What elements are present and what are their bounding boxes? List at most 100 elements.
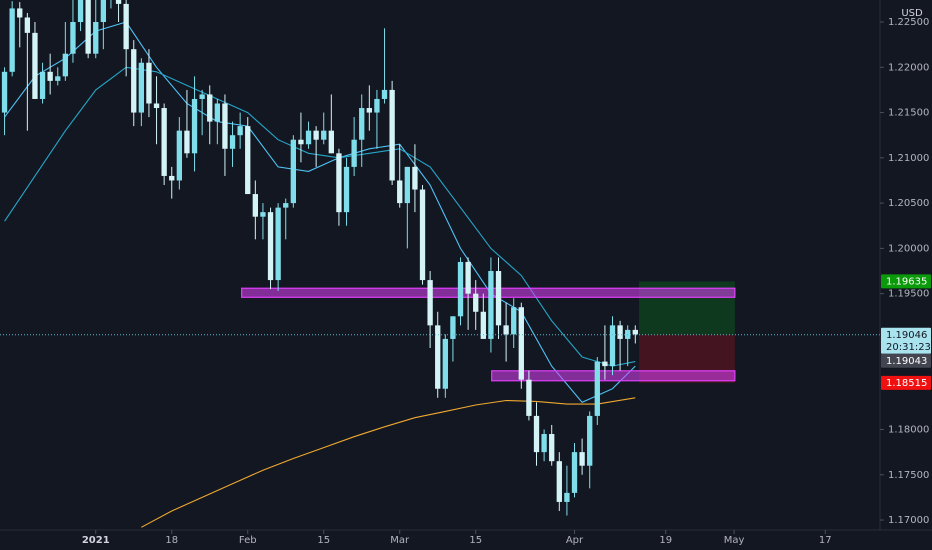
candle-body bbox=[541, 434, 547, 453]
candle-body bbox=[275, 207, 281, 281]
candle-body bbox=[480, 311, 486, 339]
candle-body bbox=[549, 434, 555, 462]
plot-area bbox=[1, 0, 736, 528]
candle-body bbox=[518, 307, 524, 380]
candle-body bbox=[419, 189, 426, 281]
candle-body bbox=[381, 89, 388, 99]
x-tick-label: 18 bbox=[165, 535, 178, 546]
candle-body bbox=[32, 32, 38, 99]
candle-body bbox=[374, 98, 380, 113]
candle-body bbox=[617, 325, 623, 339]
candle-body bbox=[359, 108, 365, 140]
moving-average bbox=[4, 21, 636, 403]
y-tick-label: 1.21500 bbox=[888, 108, 929, 119]
candle-body bbox=[321, 130, 327, 140]
candle-body bbox=[9, 8, 15, 72]
y-tick-label: 1.22500 bbox=[888, 17, 929, 28]
candle-body bbox=[237, 126, 243, 136]
stop-price-label-bg bbox=[881, 375, 931, 390]
y-tick-label: 1.17500 bbox=[888, 470, 929, 481]
candle-body bbox=[602, 361, 608, 367]
x-tick-label: 19 bbox=[659, 535, 672, 546]
x-tick-label: Mar bbox=[390, 535, 410, 546]
candle-body bbox=[594, 361, 600, 416]
candle-body bbox=[427, 280, 433, 326]
candle-body bbox=[245, 126, 251, 195]
currency-label: USD bbox=[901, 8, 923, 19]
candle-body bbox=[199, 94, 205, 99]
candle-body bbox=[313, 130, 319, 140]
candle-body bbox=[632, 329, 638, 335]
candle-body bbox=[39, 71, 46, 99]
x-tick-label: 15 bbox=[469, 535, 482, 546]
candle-body bbox=[115, 0, 122, 4]
moving-average bbox=[4, 66, 636, 367]
target-price-label: 1.19635 bbox=[886, 276, 927, 287]
candle-body bbox=[184, 130, 190, 154]
candle-body bbox=[609, 325, 616, 367]
candle-body bbox=[252, 194, 258, 217]
candle-body bbox=[435, 325, 441, 389]
candle-body bbox=[298, 139, 304, 145]
y-tick-label: 1.17000 bbox=[888, 515, 929, 526]
candle-body bbox=[176, 130, 183, 181]
candle-body bbox=[571, 452, 578, 493]
candle-body bbox=[587, 415, 593, 466]
candle-body bbox=[153, 103, 160, 109]
candle-body bbox=[366, 108, 372, 113]
candle-body bbox=[100, 0, 107, 23]
candle-body bbox=[260, 212, 266, 217]
x-tick-label: May bbox=[724, 535, 745, 546]
candle-body bbox=[1, 71, 8, 113]
candle-body bbox=[85, 0, 91, 54]
candle-body bbox=[336, 153, 342, 213]
candle-body bbox=[214, 103, 220, 122]
last-price-label-bg bbox=[881, 327, 931, 354]
candle-body bbox=[351, 139, 357, 167]
candle-body bbox=[328, 130, 334, 154]
candle-body bbox=[24, 17, 31, 33]
y-tick-label: 1.21000 bbox=[888, 153, 929, 164]
candle-body bbox=[450, 316, 456, 339]
candle-body bbox=[267, 212, 274, 281]
x-tick-label: Feb bbox=[239, 535, 257, 546]
candle-body bbox=[77, 0, 84, 23]
candle-body bbox=[70, 22, 76, 54]
candle-body bbox=[191, 98, 198, 154]
candle-body bbox=[533, 415, 540, 453]
stop-price-label: 1.18515 bbox=[886, 378, 927, 389]
target-price-label-bg bbox=[881, 274, 931, 289]
candle-body bbox=[146, 62, 152, 104]
y-tick-label: 1.20500 bbox=[888, 198, 929, 209]
y-tick-label: 1.22000 bbox=[888, 62, 929, 73]
candle-body bbox=[55, 76, 61, 81]
candle-body bbox=[17, 8, 23, 18]
candle-body bbox=[283, 203, 289, 208]
candle-body bbox=[564, 492, 570, 502]
candle-body bbox=[123, 3, 129, 50]
countdown-label: 20:31:23 bbox=[886, 342, 931, 353]
candle-body bbox=[488, 271, 494, 339]
y-tick-label: 1.19500 bbox=[888, 289, 929, 300]
x-tick-label: 2021 bbox=[82, 535, 110, 546]
candle-body bbox=[161, 108, 167, 176]
candle-body bbox=[526, 379, 532, 416]
candle-body bbox=[457, 261, 464, 317]
candle-body bbox=[305, 130, 312, 145]
candle-body bbox=[397, 180, 403, 204]
candle-body bbox=[138, 62, 145, 113]
candle-body bbox=[62, 53, 69, 77]
y-tick-label: 1.20000 bbox=[888, 243, 929, 254]
candle-body bbox=[93, 22, 99, 54]
candle-body bbox=[579, 452, 585, 466]
support-resistance-zone bbox=[491, 370, 736, 382]
candle-body bbox=[47, 71, 53, 81]
candle-body bbox=[465, 261, 471, 294]
bid-price-label-bg bbox=[881, 353, 931, 368]
moving-average bbox=[141, 397, 636, 528]
candle-body bbox=[404, 166, 410, 204]
candle-body bbox=[495, 271, 502, 326]
candle-body bbox=[169, 175, 175, 181]
x-tick-label: 17 bbox=[819, 535, 832, 546]
